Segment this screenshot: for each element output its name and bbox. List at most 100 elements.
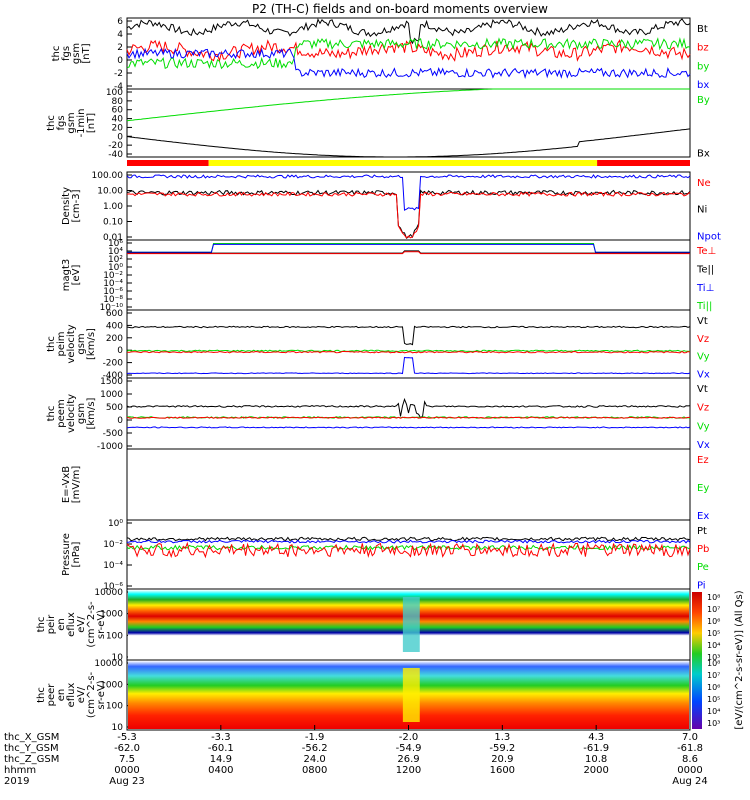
y-tick-label: 40 — [112, 115, 124, 125]
y-tick-label: 1500 — [100, 377, 123, 387]
panel-6: thc peem velocity gsm [km/s]1500 1000 500 0 -500… — [46, 377, 710, 452]
panel-frame — [126, 171, 691, 241]
y-tick-label: 600 — [106, 309, 123, 319]
x-tick-hhmm: 1600 — [490, 765, 515, 776]
colorbar-strip — [692, 592, 702, 729]
x-tick-y: -60.1 — [208, 743, 234, 754]
colorbar-tick: 10³ — [707, 653, 720, 662]
y-axis-label: thc — [46, 406, 57, 422]
x-tick-hhmm: 0400 — [208, 765, 233, 776]
x-row-label: thc_Z_GSM — [4, 754, 59, 765]
legend-Vy: Vy — [697, 421, 710, 432]
y-axis-label: gsm — [71, 43, 82, 64]
y-tick-label: 10⁻² — [103, 271, 123, 281]
panel-frame — [126, 448, 691, 521]
trace-Ne — [126, 191, 691, 239]
x-tick-z: 14.9 — [210, 754, 232, 765]
x-tick-x: -3.3 — [211, 732, 231, 743]
trace-Te-perp — [127, 251, 690, 255]
y-tick-label: 200 — [106, 334, 123, 344]
y-tick-label: -20 — [108, 141, 123, 151]
y-tick-label: 1000 — [100, 680, 123, 690]
y-tick-label: 1.00 — [103, 202, 123, 212]
y-axis-label: eflux — [66, 612, 77, 637]
y-tick-label: 80 — [112, 97, 124, 107]
y-axis-label: [mV/m] — [71, 466, 82, 504]
x-tick-z: 24.0 — [304, 754, 326, 765]
y-axis-label: [eV] — [71, 265, 82, 286]
y-tick-label: 2 — [117, 43, 123, 53]
y-tick-label: -500 — [103, 429, 124, 439]
y-axis-label: velocity — [66, 394, 77, 433]
y-axis-label: [nT] — [81, 43, 92, 63]
legend-Npot: Npot — [697, 231, 721, 242]
colorbar-tick: 10⁷ — [707, 605, 720, 614]
y-tick-label: 100 — [106, 702, 123, 712]
y-tick-label: 60 — [112, 106, 124, 116]
y-axis-label: thc — [36, 617, 47, 633]
trace-bx — [126, 47, 691, 79]
legend-Pi: Pi — [697, 580, 706, 591]
panel-frame — [126, 377, 691, 450]
y-axis-label: (cm^2-s- — [86, 601, 97, 648]
y-tick-label: 0 — [117, 56, 123, 66]
y-tick-label: 400 — [106, 321, 123, 331]
legend-bz: bz — [697, 43, 709, 54]
x-tick-hhmm: 0000 — [114, 765, 139, 776]
x-tick-y: -62.0 — [114, 743, 140, 754]
trace-Vt — [126, 397, 691, 419]
y-axis-label: peim — [56, 331, 67, 356]
y-tick-label: -1000 — [97, 442, 123, 452]
trace-Ti-perp — [127, 243, 690, 253]
y-axis-label: peer — [46, 683, 57, 707]
x-tick-y: -54.9 — [396, 743, 422, 754]
x-row-label: thc_X_GSM — [4, 732, 59, 743]
x-tick-date: Aug 23 — [109, 776, 144, 787]
y-axis-label: gsm — [66, 112, 77, 133]
y-tick-label: -400 — [103, 371, 124, 381]
x-tick-z: 10.8 — [585, 754, 607, 765]
colorbar-tick: 10⁵ — [707, 695, 720, 704]
y-tick-label: 10⁻⁸ — [103, 295, 123, 305]
legend-Ti⊥: Ti⊥ — [696, 283, 714, 294]
legend-Vy: Vy — [697, 352, 710, 363]
y-tick-label: 6 — [117, 17, 123, 27]
trace-Npot — [126, 174, 691, 211]
y-axis-label: thc — [36, 687, 47, 703]
colorbar-tick: 10⁴ — [707, 707, 720, 716]
x-row-label: thc_Y_GSM — [4, 743, 59, 754]
panel-7: E=-VxB [mV/m] Ez Ey Ex — [61, 448, 709, 522]
x-tick-z: 7.5 — [119, 754, 135, 765]
trace-Vz — [126, 350, 691, 354]
y-axis-label: sr-eV) — [96, 610, 107, 639]
x-row-label: hhmm — [4, 765, 36, 776]
trace-Bx — [126, 128, 691, 158]
x-tick-z: 26.9 — [397, 754, 419, 765]
heatmap-gap — [402, 597, 420, 652]
trace-Vz — [126, 416, 690, 419]
panel-1: thc fgs gsm [nT] 6 4 2 0 -2 -4 Bt bz by bx — [51, 17, 709, 92]
panel-frame — [126, 17, 691, 90]
y-axis-label: velocity — [66, 324, 77, 363]
trace-Pb — [126, 541, 691, 559]
legend-by: by — [697, 61, 709, 72]
y-tick-label: 20 — [112, 123, 124, 133]
legend-Te||: Te|| — [696, 264, 714, 275]
trace-Vx — [126, 426, 691, 429]
y-tick-label: 10⁻¹⁰ — [100, 303, 124, 313]
y-axis-label: gsm — [76, 333, 87, 354]
legend-Vt: Vt — [697, 316, 708, 327]
y-axis-label: E=-VxB — [61, 466, 72, 503]
y-tick-label: -40 — [108, 150, 123, 160]
y-axis-label: -1min — [76, 109, 87, 138]
x-tick-z: 20.9 — [491, 754, 513, 765]
colorbar-tick: 10⁵ — [707, 629, 720, 638]
x-tick-x: 1.3 — [494, 732, 510, 743]
x-tick-x: 4.3 — [588, 732, 604, 743]
legend-Ne: Ne — [697, 178, 711, 189]
x-tick-hhmm: 0800 — [302, 765, 327, 776]
legend-Ey: Ey — [697, 483, 709, 494]
y-axis-label: Pressure — [61, 533, 72, 576]
legend-Vx: Vx — [697, 369, 710, 380]
